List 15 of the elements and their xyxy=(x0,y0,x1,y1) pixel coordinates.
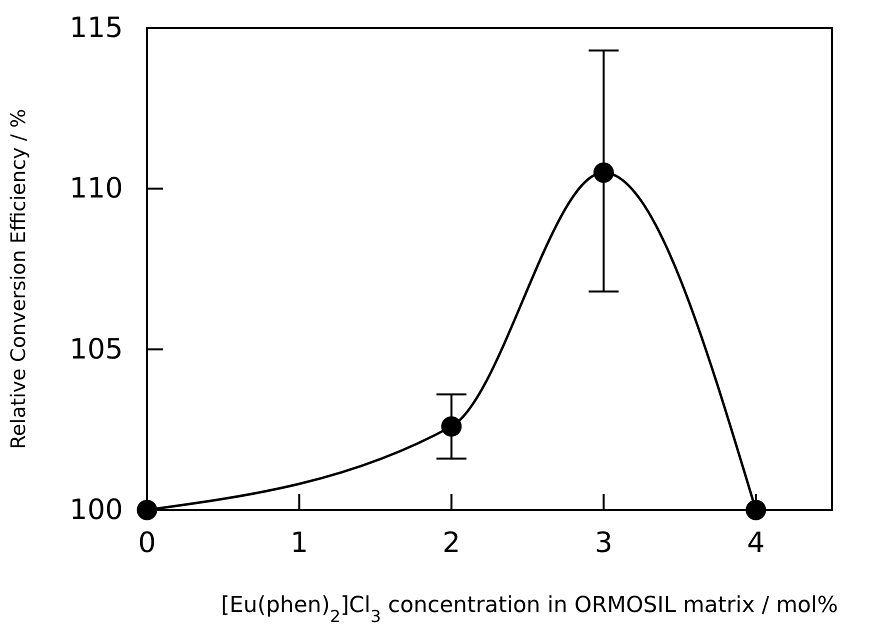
y-tick-label: 100 xyxy=(70,492,123,526)
point xyxy=(136,500,158,520)
x-tick-label: 3 xyxy=(594,526,613,559)
x-tick-label: 1 xyxy=(290,526,308,559)
x-axis-title: [Eu(phen)$_{2}$]Cl$_{3}$ concentration in ORMOSIL matrix / mol% xyxy=(220,593,838,626)
x-tick-label: 4 xyxy=(746,526,765,559)
y-tick-label: 115 xyxy=(70,10,123,44)
y-axis-title: Relative Conversion Efficiency / % xyxy=(6,108,30,450)
point xyxy=(746,500,766,520)
x-tick-label: 2 xyxy=(442,526,460,559)
point xyxy=(593,162,614,183)
x-tick-label: 0 xyxy=(138,526,156,559)
point xyxy=(441,416,462,437)
y-tick-label: 110 xyxy=(70,172,123,205)
y-tick-label: 105 xyxy=(70,332,123,366)
